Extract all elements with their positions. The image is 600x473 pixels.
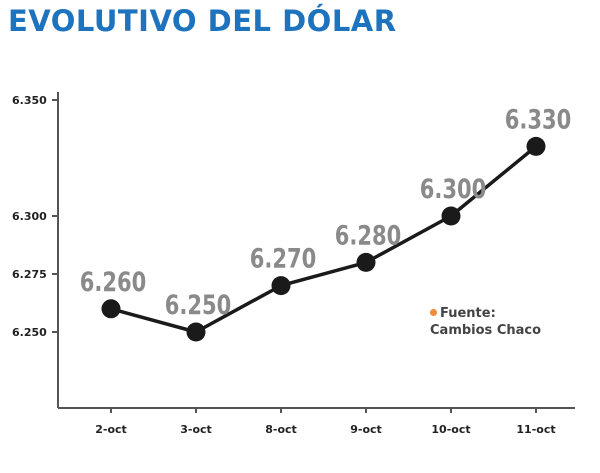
data-point xyxy=(271,276,291,296)
x-tick-label: 11-oct xyxy=(516,423,555,436)
source-note: Fuente: Cambios Chaco xyxy=(430,305,541,339)
x-tick-label: 8-oct xyxy=(265,423,297,436)
y-tick-label: 6.350 xyxy=(12,94,47,107)
source-text: Cambios Chaco xyxy=(430,323,542,338)
x-tick-label: 10-oct xyxy=(431,423,470,436)
chart-title: EVOLUTIVO DEL DÓLAR xyxy=(8,4,397,38)
x-tick-label: 9-oct xyxy=(350,423,382,436)
data-label: 6.330 xyxy=(505,104,572,135)
data-point xyxy=(441,206,461,226)
series-line xyxy=(110,145,538,334)
source-label: Fuente: xyxy=(440,306,496,321)
x-tick-label: 2-oct xyxy=(95,423,127,436)
data-label: 6.280 xyxy=(335,220,402,251)
data-point xyxy=(101,299,121,319)
data-point xyxy=(356,252,376,272)
y-tick-label: 6.250 xyxy=(12,326,47,339)
data-label: 6.300 xyxy=(420,173,487,204)
data-point xyxy=(186,322,206,342)
x-tick-label: 3-oct xyxy=(180,423,212,436)
data-point xyxy=(526,136,546,156)
y-tick-label: 6.300 xyxy=(12,210,47,223)
data-label: 6.260 xyxy=(80,266,147,297)
data-label: 6.270 xyxy=(250,243,317,274)
data-label: 6.250 xyxy=(165,289,232,320)
bullet-icon xyxy=(430,309,437,316)
y-tick-label: 6.275 xyxy=(12,268,47,281)
